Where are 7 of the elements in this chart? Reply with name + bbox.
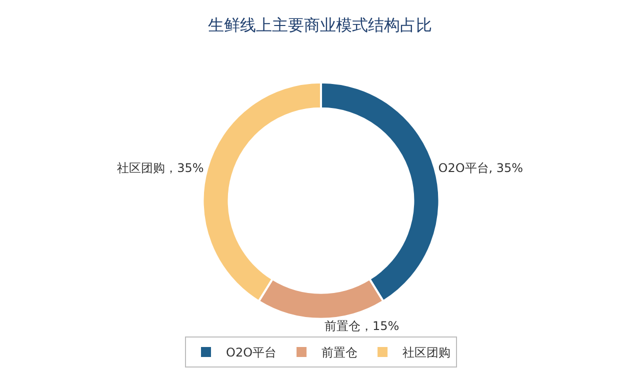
legend-label: 社区团购 [402,346,451,360]
data-label: O2O平台, 35% [438,160,524,175]
legend-label: 前置仓 [322,346,358,360]
data-label: 前置仓，15% [324,318,400,333]
data-label: 社区团购，35% [117,160,204,175]
legend-label: O2O平台 [226,346,277,360]
chart-title: 生鲜线上主要商业模式结构占比 [208,15,432,34]
